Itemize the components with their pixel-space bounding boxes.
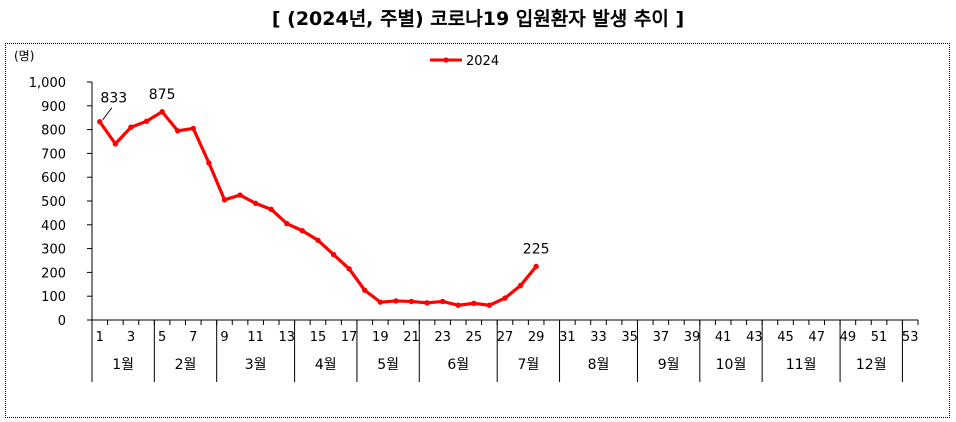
data-point <box>252 200 259 207</box>
x-tick-label: 37 <box>653 330 670 345</box>
month-label: 9월 <box>658 357 680 373</box>
data-point <box>424 300 430 306</box>
month-label: 8월 <box>588 357 610 373</box>
data-point <box>439 298 446 305</box>
y-tick-label: 200 <box>41 266 66 281</box>
month-label: 4월 <box>315 357 337 373</box>
data-point <box>455 302 461 308</box>
x-tick-label: 39 <box>684 330 701 345</box>
data-point <box>206 160 212 166</box>
chart-frame <box>5 43 950 418</box>
data-label-leader <box>102 107 113 121</box>
x-tick-label: 27 <box>497 330 514 345</box>
x-tick-label: 25 <box>466 330 483 345</box>
y-tick-label: 900 <box>41 100 66 115</box>
data-point <box>299 228 306 234</box>
series-line-2024 <box>98 110 538 307</box>
data-point <box>377 299 384 305</box>
data-point <box>97 119 103 125</box>
x-tick-label: 45 <box>777 330 794 345</box>
month-label: 3월 <box>245 357 267 373</box>
x-tick-label: 19 <box>372 330 389 345</box>
data-point <box>346 266 352 272</box>
plot-area: 833 875 225 <box>97 87 550 308</box>
data-point <box>517 282 524 289</box>
data-point <box>486 302 493 308</box>
x-tick-label: 5 <box>158 330 166 345</box>
data-point <box>315 237 321 243</box>
y-tick-label: 500 <box>41 195 66 210</box>
y-tick-label: 700 <box>41 147 66 162</box>
x-tick-label: 13 <box>279 330 296 345</box>
data-label: 833 <box>100 91 127 107</box>
x-tick-label: 33 <box>590 330 607 345</box>
x-tick-label: 7 <box>189 330 197 345</box>
x-tick-label: 31 <box>559 330 576 345</box>
y-tick-label: 300 <box>41 243 66 258</box>
x-tick-label: 3 <box>127 330 135 345</box>
month-label: 10월 <box>716 357 747 373</box>
data-point <box>268 206 274 213</box>
legend-label: 2024 <box>466 54 499 69</box>
y-tick-label: 1,000 <box>29 76 66 91</box>
x-tick-label: 15 <box>310 330 327 345</box>
x-tick-label: 9 <box>220 330 228 345</box>
x-tick-label: 47 <box>808 330 825 345</box>
data-point <box>128 124 134 130</box>
data-point <box>471 300 477 307</box>
y-tick-label: 0 <box>58 314 66 329</box>
x-tick-label: 51 <box>871 330 888 345</box>
x-tick-label: 41 <box>715 330 732 345</box>
chart-title: [ (2024년, 주별) 코로나19 입원환자 발생 추이 ] <box>271 8 685 30</box>
legend-marker <box>443 57 449 63</box>
month-label: 12월 <box>856 357 887 373</box>
data-label: 875 <box>149 87 176 103</box>
month-label: 6월 <box>447 357 469 373</box>
data-point <box>330 251 337 258</box>
x-tick-label: 17 <box>341 330 358 345</box>
x-tick-label: 11 <box>247 330 264 345</box>
month-label: 5월 <box>377 357 399 373</box>
x-tick-label: 1 <box>96 330 104 345</box>
month-label: 1월 <box>112 357 134 373</box>
month-label: 11월 <box>786 357 817 373</box>
x-tick-label: 21 <box>403 330 420 345</box>
data-point <box>237 192 243 198</box>
data-point <box>408 298 415 305</box>
x-tick-label: 23 <box>434 330 451 345</box>
y-axis-label: (명) <box>14 49 34 63</box>
y-tick-label: 800 <box>41 124 66 139</box>
y-tick-label: 100 <box>41 290 66 305</box>
x-tick-label: 53 <box>902 330 919 345</box>
month-label: 7월 <box>517 357 539 373</box>
y-tick-label: 600 <box>41 171 66 186</box>
data-point <box>284 220 290 227</box>
data-point <box>362 287 368 293</box>
data-point <box>393 298 399 304</box>
data-point <box>175 128 181 134</box>
data-point <box>190 125 197 132</box>
x-tick-label: 29 <box>528 330 545 345</box>
data-point <box>159 109 165 115</box>
data-point <box>143 118 150 124</box>
y-tick-label: 400 <box>41 219 66 234</box>
month-label: 2월 <box>175 357 197 373</box>
data-point <box>112 141 119 147</box>
data-point <box>533 263 539 270</box>
data-point <box>221 197 228 203</box>
x-tick-label: 35 <box>621 330 638 345</box>
legend: 2024 <box>430 54 499 69</box>
data-point <box>502 295 508 301</box>
x-tick-label: 43 <box>746 330 763 345</box>
x-tick-label: 49 <box>840 330 857 345</box>
data-label: 225 <box>523 241 550 257</box>
